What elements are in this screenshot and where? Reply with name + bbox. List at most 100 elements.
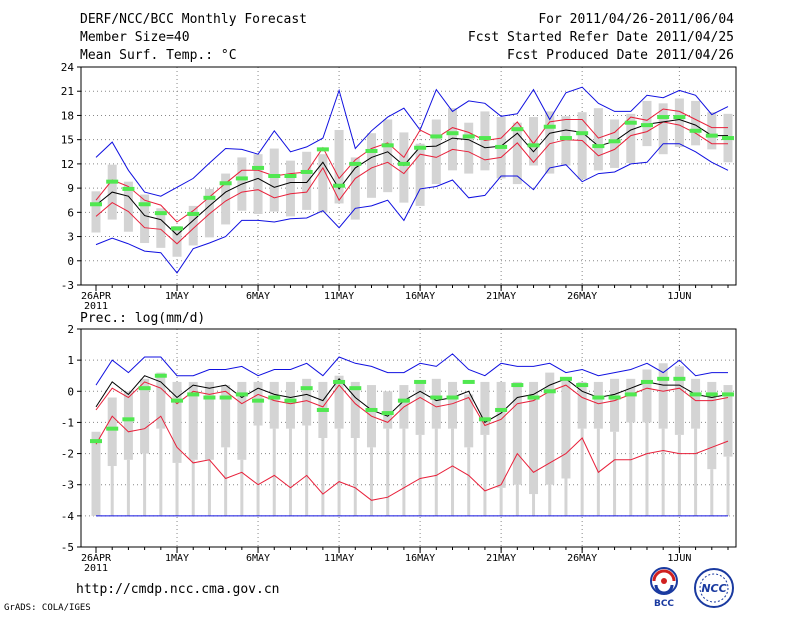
source-url[interactable]: http://cmdp.ncc.cma.gov.cn: [76, 582, 280, 597]
temp-mean-28: [543, 124, 556, 129]
prec-mean-2: [122, 417, 135, 422]
temp-box-0: [91, 191, 101, 233]
prec-mean-21: [430, 395, 443, 400]
prec-mean-39: [722, 392, 734, 397]
prec-mean-32: [608, 395, 621, 400]
prec-ytick-label-6: 1: [67, 354, 74, 367]
temp-mean-35: [657, 115, 670, 120]
temp-box-13: [302, 151, 312, 210]
temp-mean-39: [722, 136, 734, 141]
prec-xtick-label-7: 1JUN: [667, 553, 691, 564]
temp-xtick-label-6: 26MAY: [567, 291, 597, 302]
temp-mean-26: [511, 127, 524, 132]
temp-box-3: [140, 194, 150, 244]
prec-box-24: [480, 381, 490, 435]
prec-mean-1: [106, 426, 119, 431]
temp-box-33: [626, 113, 636, 164]
temp-line-median: [95, 118, 728, 236]
prec-line-lower_inner: [95, 415, 729, 501]
temp-mean-17: [365, 148, 378, 153]
temp-mean-3: [138, 202, 151, 207]
prec-box-36: [674, 366, 684, 435]
prec-ytick-label-0: -5: [61, 541, 74, 554]
temp-box-28: [545, 111, 555, 174]
prec-frame: [80, 328, 737, 548]
temp-box-12: [285, 160, 295, 217]
start-date: Fcst Started Refer Date 2011/04/25: [467, 30, 734, 45]
temp-mean-9: [235, 176, 248, 181]
prec-xtick-label-2: 6MAY: [246, 553, 270, 564]
prec-whisker-5: [175, 462, 179, 516]
prec-whisker-6: [191, 459, 195, 516]
prec-mean-12: [284, 398, 297, 403]
temp-line-lower_inner: [95, 121, 728, 245]
prec-xtick-label-6: 26MAY: [567, 553, 597, 564]
prec-line-upper_outer: [95, 353, 728, 386]
prec-whisker-19: [402, 428, 406, 516]
bcc-logo-text: BCC: [654, 599, 674, 609]
prec-whisker-18: [386, 428, 390, 516]
temp-mean-32: [608, 139, 621, 144]
prec-xtick-label-5: 21MAY: [486, 553, 516, 564]
prec-mean-19: [397, 398, 410, 403]
temp-mean-27: [527, 143, 540, 148]
temp-box-27: [529, 117, 539, 166]
prec-mean-4: [154, 373, 167, 378]
prec-whisker-39: [726, 456, 730, 516]
prec-mean-34: [640, 379, 653, 384]
temp-box-20: [415, 143, 425, 206]
prec-mean-3: [138, 386, 151, 391]
temp-mean-0: [90, 202, 102, 207]
prec-mean-28: [543, 389, 556, 394]
prec-whisker-22: [451, 428, 455, 516]
temp-box-21: [431, 119, 441, 185]
ncc-logo-text: NCC: [701, 582, 726, 595]
temp-year-label: 2011: [84, 301, 108, 312]
prec-box-15: [334, 375, 344, 429]
prec-whisker-3: [143, 453, 147, 516]
prec-box-30: [577, 381, 587, 429]
prec-mean-6: [187, 392, 200, 397]
prec-mean-26: [511, 383, 524, 388]
prec-mean-0: [90, 439, 102, 444]
grads-credit: GrADS: COLA/IGES: [4, 603, 91, 613]
temp-box-7: [204, 188, 214, 238]
temp-mean-31: [592, 144, 605, 149]
prec-xtick-label-0: 26APR: [81, 553, 112, 564]
prec-ytick-label-7: 2: [67, 323, 74, 336]
prec-box-6: [188, 381, 198, 460]
temp-mean-2: [122, 186, 135, 191]
prec-whisker-10: [256, 425, 260, 516]
temp-mean-13: [300, 169, 313, 174]
temp-xtick-label-2: 6MAY: [246, 291, 270, 302]
prec-box-18: [383, 391, 393, 429]
temp-ytick-label-7: 18: [61, 109, 74, 122]
prec-mean-36: [673, 376, 686, 381]
prec-mean-35: [657, 376, 670, 381]
temp-box-36: [674, 98, 684, 147]
temp-mean-19: [397, 161, 410, 166]
temp-mean-11: [268, 174, 281, 178]
temp-line-upper_outer: [95, 86, 729, 197]
prec-whisker-1: [110, 466, 114, 516]
prec-mean-10: [252, 398, 265, 403]
prec-whisker-7: [207, 459, 211, 516]
temp-mean-23: [462, 134, 475, 139]
temp-box-26: [512, 122, 522, 185]
prec-mean-24: [478, 417, 491, 422]
prec-whisker-15: [337, 428, 341, 516]
temp-box-16: [350, 157, 360, 220]
member-size: Member Size=40: [80, 30, 190, 45]
temp-box-6: [188, 205, 198, 246]
prec-whisker-25: [499, 487, 503, 516]
temp-xtick-label-0: 26APR: [81, 291, 112, 302]
temp-box-19: [399, 132, 409, 203]
temp-mean-34: [640, 123, 653, 128]
temp-box-31: [593, 108, 603, 171]
prec-xtick-label-3: 11MAY: [324, 553, 354, 564]
temp-mean-33: [624, 120, 637, 125]
prec-mean-16: [349, 386, 362, 391]
prec-box-32: [610, 378, 620, 432]
